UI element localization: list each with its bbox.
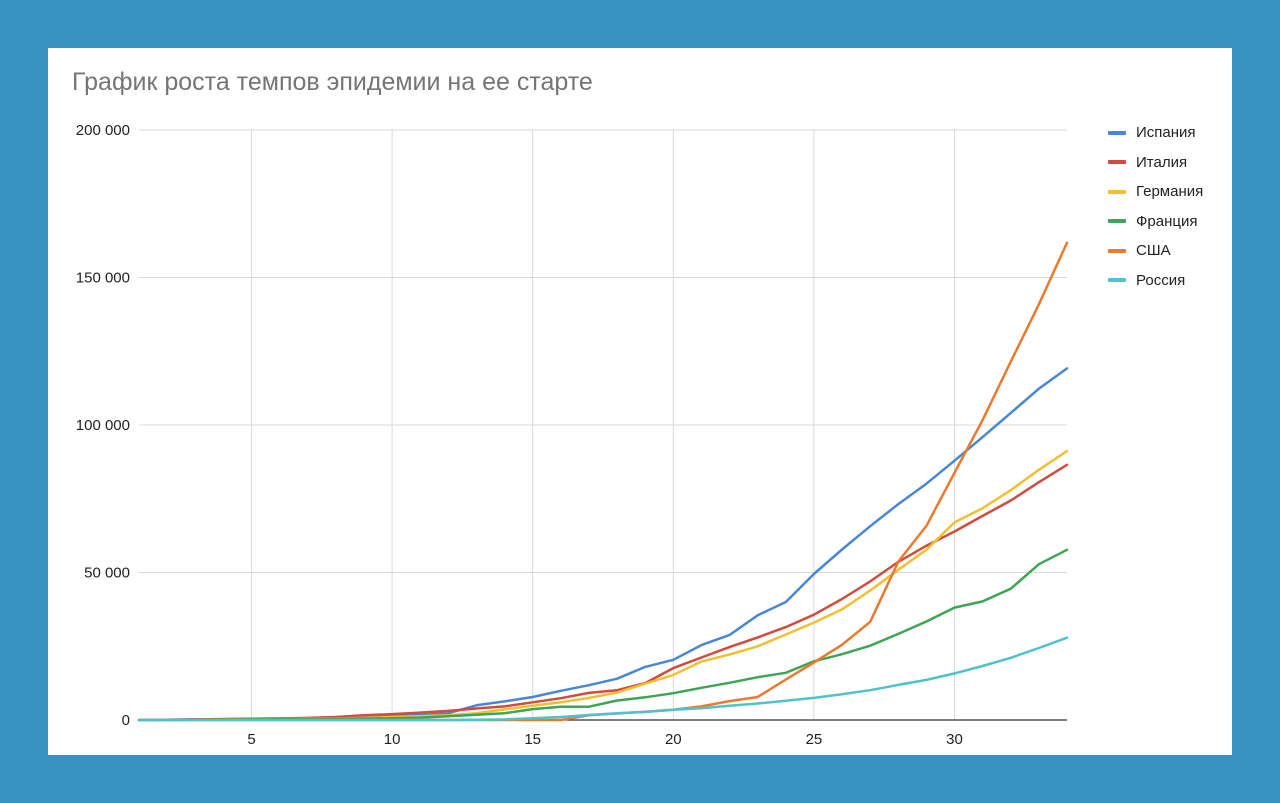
- legend-item: Франция: [1108, 207, 1203, 237]
- series-lines: [137, 241, 1069, 722]
- legend-swatch: [1108, 248, 1126, 253]
- series-line-5: [137, 636, 1069, 722]
- legend-swatch: [1108, 189, 1126, 194]
- legend-item: Италия: [1108, 148, 1203, 178]
- line-chart: 0 50 000 100 000 150 000 200 000 5 10 15 20 25 30: [76, 122, 1069, 748]
- legend-swatch: [1108, 278, 1126, 283]
- legend-label: Германия: [1136, 183, 1204, 201]
- x-tick-label: 5: [247, 731, 255, 748]
- legend-item: США: [1108, 236, 1203, 266]
- legend-item: Германия: [1108, 177, 1203, 207]
- gridlines: [139, 129, 1067, 720]
- y-tick-label: 150 000: [76, 270, 130, 287]
- x-tick-label: 25: [806, 731, 823, 748]
- chart-card: График роста темпов эпидемии на ее старт…: [48, 48, 1232, 755]
- legend-swatch: [1108, 219, 1126, 224]
- x-tick-label: 30: [946, 731, 963, 748]
- y-tick-label: 50 000: [84, 565, 130, 582]
- x-tick-label: 10: [384, 731, 401, 748]
- x-tick-label: 15: [524, 731, 541, 748]
- legend-label: Испания: [1136, 124, 1196, 142]
- legend-swatch: [1108, 130, 1126, 135]
- legend-label: Италия: [1136, 153, 1188, 171]
- legend-label: США: [1136, 242, 1171, 260]
- legend: Испания Италия Германия Франция США Россия: [1108, 118, 1203, 295]
- y-tick-label: 0: [122, 712, 130, 729]
- x-tick-label: 20: [665, 731, 682, 748]
- legend-label: Франция: [1136, 212, 1198, 230]
- y-tick-label: 100 000: [76, 417, 130, 434]
- legend-label: Россия: [1136, 271, 1186, 289]
- tick-labels: 0 50 000 100 000 150 000 200 000 5 10 15 20 25 30: [76, 122, 963, 748]
- legend-swatch: [1108, 160, 1126, 165]
- legend-item: Испания: [1108, 118, 1203, 148]
- chart-title: График роста темпов эпидемии на ее старт…: [72, 68, 593, 96]
- y-tick-label: 200 000: [76, 122, 130, 139]
- legend-item: Россия: [1108, 266, 1203, 296]
